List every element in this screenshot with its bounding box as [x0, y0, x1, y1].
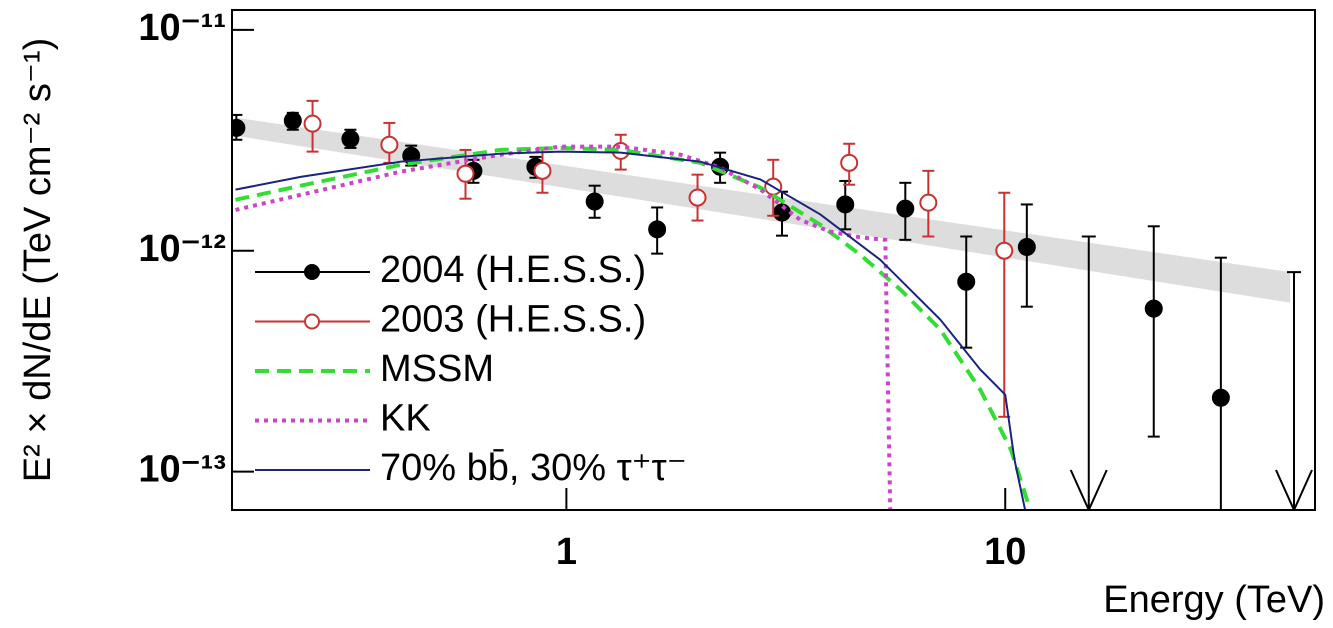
y-tick-label: 10⁻¹³ — [138, 449, 226, 491]
data-point — [585, 192, 604, 211]
legend-marker — [304, 264, 320, 280]
data-point — [303, 114, 322, 133]
upper-limit-arrow — [1069, 236, 1108, 510]
data-point — [380, 135, 399, 154]
data-point — [896, 199, 915, 218]
data-point — [957, 272, 976, 291]
x-tick-label: 1 — [556, 531, 577, 573]
legend-label: 2003 (H.E.S.S.) — [380, 299, 646, 341]
x-axis-label: Energy (TeV) — [1103, 579, 1325, 621]
legend-marker — [304, 313, 320, 330]
legend-label: 70% bb̄, 30% τ⁺τ⁻ — [380, 447, 687, 489]
data-point — [995, 241, 1014, 260]
model-curve — [235, 150, 1027, 510]
data-point — [1211, 388, 1230, 407]
data-point — [456, 164, 475, 183]
data-point — [283, 111, 302, 130]
upper-limit-arrow — [1275, 272, 1313, 510]
data-point — [836, 195, 855, 214]
y-axis-label: E² × dN/dE (TeV cm⁻² s⁻¹) — [17, 38, 59, 482]
legend-label: MSSM — [380, 348, 494, 390]
plot-area — [232, 99, 1313, 510]
data-point — [1144, 299, 1163, 318]
data-point — [648, 220, 667, 239]
data-point — [919, 193, 938, 212]
data-point — [840, 153, 859, 172]
y-tick-label: 10⁻¹² — [138, 228, 226, 270]
data-point — [688, 188, 707, 207]
x-tick-label: 10 — [984, 531, 1026, 573]
data-point — [533, 161, 552, 180]
data-point — [341, 129, 360, 148]
legend-label: 2004 (H.E.S.S.) — [380, 249, 646, 291]
legend-label: KK — [380, 398, 431, 440]
plot-frame — [231, 9, 1316, 511]
y-tick-label: 10⁻¹¹ — [138, 7, 226, 49]
data-point — [232, 118, 246, 137]
data-point — [1017, 237, 1036, 256]
